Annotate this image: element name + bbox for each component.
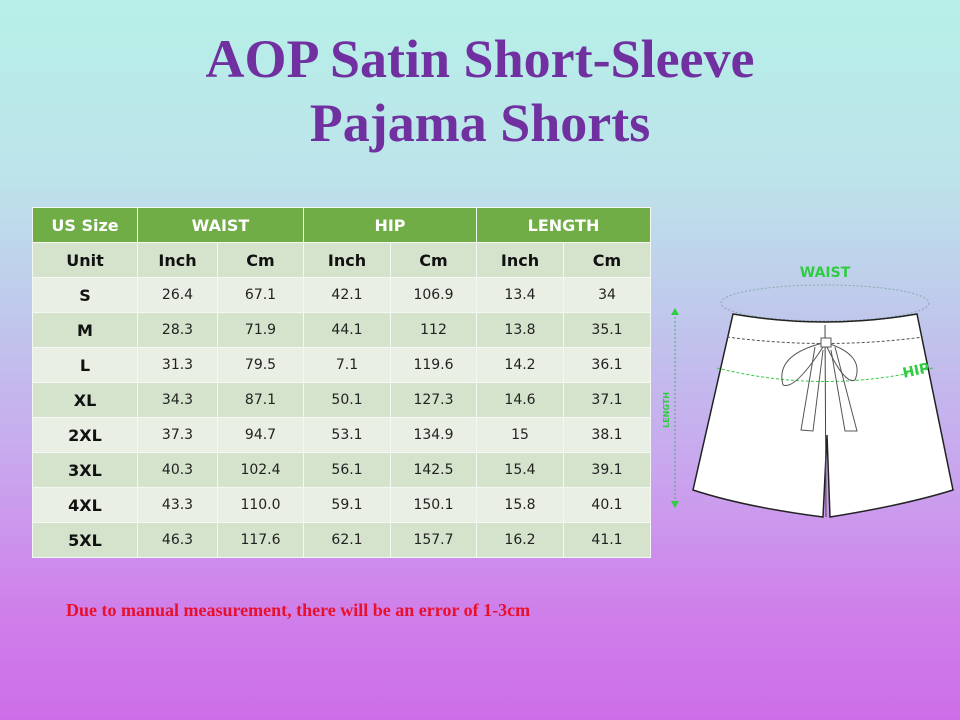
table-row: XL 34.3 87.1 50.1 127.3 14.6 37.1 bbox=[32, 382, 651, 418]
shorts-outline bbox=[692, 313, 954, 518]
value-cell: 13.4 bbox=[476, 277, 564, 313]
header-hip: HIP bbox=[303, 207, 477, 243]
header-length: LENGTH bbox=[476, 207, 651, 243]
value-cell: 37.3 bbox=[137, 417, 218, 453]
hip-measure-line bbox=[716, 367, 934, 382]
hip-label: HIP bbox=[901, 360, 931, 381]
header-us-size: US Size bbox=[32, 207, 138, 243]
value-cell: 15.4 bbox=[476, 452, 564, 488]
page-title-line1: AOP Satin Short-Sleeve bbox=[205, 29, 755, 89]
value-cell: 40.3 bbox=[137, 452, 218, 488]
unit-cell: Cm bbox=[390, 242, 477, 278]
value-cell: 110.0 bbox=[217, 487, 304, 523]
unit-cell: Cm bbox=[563, 242, 651, 278]
value-cell: 36.1 bbox=[563, 347, 651, 383]
size-cell: 4XL bbox=[32, 487, 138, 523]
size-cell: L bbox=[32, 347, 138, 383]
table-row: 3XL 40.3 102.4 56.1 142.5 15.4 39.1 bbox=[32, 452, 651, 488]
value-cell: 106.9 bbox=[390, 277, 477, 313]
value-cell: 79.5 bbox=[217, 347, 304, 383]
value-cell: 39.1 bbox=[563, 452, 651, 488]
unit-cell: Inch bbox=[137, 242, 218, 278]
value-cell: 34 bbox=[563, 277, 651, 313]
table-row: M 28.3 71.9 44.1 112 13.8 35.1 bbox=[32, 312, 651, 348]
value-cell: 112 bbox=[390, 312, 477, 348]
value-cell: 15 bbox=[476, 417, 564, 453]
value-cell: 150.1 bbox=[390, 487, 477, 523]
group-header-row: US Size WAIST HIP LENGTH bbox=[32, 207, 651, 243]
value-cell: 117.6 bbox=[217, 522, 304, 558]
value-cell: 119.6 bbox=[390, 347, 477, 383]
value-cell: 67.1 bbox=[217, 277, 304, 313]
value-cell: 44.1 bbox=[303, 312, 391, 348]
table-row: 2XL 37.3 94.7 53.1 134.9 15 38.1 bbox=[32, 417, 651, 453]
waist-measure-line bbox=[720, 284, 930, 322]
value-cell: 16.2 bbox=[476, 522, 564, 558]
value-cell: 15.8 bbox=[476, 487, 564, 523]
table-row: L 31.3 79.5 7.1 119.6 14.2 36.1 bbox=[32, 347, 651, 383]
value-cell: 26.4 bbox=[137, 277, 218, 313]
value-cell: 134.9 bbox=[390, 417, 477, 453]
value-cell: 42.1 bbox=[303, 277, 391, 313]
value-cell: 14.2 bbox=[476, 347, 564, 383]
value-cell: 87.1 bbox=[217, 382, 304, 418]
value-cell: 50.1 bbox=[303, 382, 391, 418]
value-cell: 142.5 bbox=[390, 452, 477, 488]
table-row: 5XL 46.3 117.6 62.1 157.7 16.2 41.1 bbox=[32, 522, 651, 558]
value-cell: 37.1 bbox=[563, 382, 651, 418]
table-row: S 26.4 67.1 42.1 106.9 13.4 34 bbox=[32, 277, 651, 313]
value-cell: 53.1 bbox=[303, 417, 391, 453]
header-waist: WAIST bbox=[137, 207, 304, 243]
value-cell: 157.7 bbox=[390, 522, 477, 558]
value-cell: 40.1 bbox=[563, 487, 651, 523]
value-cell: 13.8 bbox=[476, 312, 564, 348]
shorts-illustration: WAIST HIP LENGTH bbox=[662, 265, 954, 518]
value-cell: 102.4 bbox=[217, 452, 304, 488]
value-cell: 34.3 bbox=[137, 382, 218, 418]
value-cell: 14.6 bbox=[476, 382, 564, 418]
size-cell: XL bbox=[32, 382, 138, 418]
value-cell: 31.3 bbox=[137, 347, 218, 383]
value-cell: 59.1 bbox=[303, 487, 391, 523]
size-cell: 5XL bbox=[32, 522, 138, 558]
value-cell: 38.1 bbox=[563, 417, 651, 453]
unit-header-row: Unit Inch Cm Inch Cm Inch Cm bbox=[32, 242, 651, 278]
size-cell: M bbox=[32, 312, 138, 348]
size-cell: 3XL bbox=[32, 452, 138, 488]
value-cell: 56.1 bbox=[303, 452, 391, 488]
size-cell: S bbox=[32, 277, 138, 313]
value-cell: 7.1 bbox=[303, 347, 391, 383]
unit-cell: Unit bbox=[32, 242, 138, 278]
value-cell: 28.3 bbox=[137, 312, 218, 348]
value-cell: 94.7 bbox=[217, 417, 304, 453]
table-row: 4XL 43.3 110.0 59.1 150.1 15.8 40.1 bbox=[32, 487, 651, 523]
value-cell: 43.3 bbox=[137, 487, 218, 523]
value-cell: 127.3 bbox=[390, 382, 477, 418]
page-title-line2: Pajama Shorts bbox=[309, 93, 651, 153]
unit-cell: Cm bbox=[217, 242, 304, 278]
value-cell: 62.1 bbox=[303, 522, 391, 558]
value-cell: 35.1 bbox=[563, 312, 651, 348]
size-chart-table: US Size WAIST HIP LENGTH Unit Inch Cm In… bbox=[32, 207, 651, 558]
unit-cell: Inch bbox=[303, 242, 391, 278]
value-cell: 46.3 bbox=[137, 522, 218, 558]
value-cell: 71.9 bbox=[217, 312, 304, 348]
size-cell: 2XL bbox=[32, 417, 138, 453]
measurement-disclaimer: Due to manual measurement, there will be… bbox=[66, 600, 531, 620]
unit-cell: Inch bbox=[476, 242, 564, 278]
waist-label: WAIST bbox=[800, 265, 851, 281]
length-label: LENGTH bbox=[662, 392, 671, 428]
value-cell: 41.1 bbox=[563, 522, 651, 558]
